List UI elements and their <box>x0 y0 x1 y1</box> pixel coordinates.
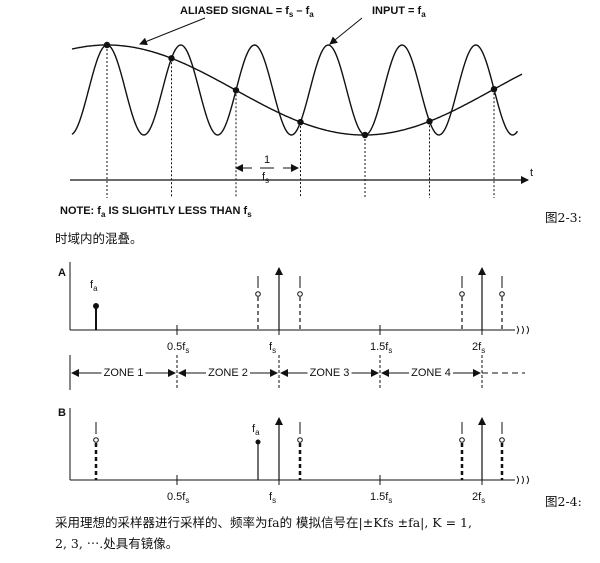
aliased-signal <box>71 44 523 136</box>
subscript: s <box>185 346 189 355</box>
text-run: 0.5f <box>167 491 186 503</box>
text-run: f <box>269 341 273 353</box>
image-dot <box>255 291 261 297</box>
text-run: – f <box>293 5 309 17</box>
fa-label: fa <box>90 279 98 293</box>
subscript: a <box>421 10 426 19</box>
break <box>516 325 529 335</box>
text-run: IS SLIGHTLY LESS THAN f <box>105 205 247 217</box>
tick-label: fs <box>269 341 276 355</box>
alias-pointer <box>139 17 206 46</box>
zone-label: ZONE 1 <box>104 367 144 379</box>
subscript: s <box>289 10 294 19</box>
interval-numerator: 1 <box>264 154 270 166</box>
sample-dot <box>361 131 369 139</box>
aliased-label: ALIASED SIGNAL = fs – fa <box>180 5 314 19</box>
text-run: ALIASED SIGNAL = f <box>180 5 289 17</box>
interval-denominator: fs <box>262 171 269 185</box>
panel-label: A <box>58 267 66 279</box>
tick-label: fs <box>269 491 276 505</box>
text-run: INPUT = f <box>372 5 422 17</box>
text-run: f <box>252 423 256 435</box>
text-run: NOTE: f <box>60 205 101 217</box>
input-signal <box>71 44 519 136</box>
subscript: s <box>388 346 392 355</box>
sample-dot <box>168 55 175 62</box>
figure-1 <box>70 17 529 198</box>
sample-dot <box>103 41 111 49</box>
zone-label: ZONE 4 <box>411 367 451 379</box>
image-dot <box>459 291 465 297</box>
subscript: a <box>255 428 260 437</box>
subscript: s <box>272 346 276 355</box>
image-dot <box>459 437 465 443</box>
text-run: 1.5f <box>370 341 389 353</box>
caption-number: 图2-3: <box>545 210 582 225</box>
tick-label: 2fs <box>472 341 485 355</box>
subscript: a <box>93 284 98 293</box>
break <box>516 475 529 485</box>
image-dot <box>297 291 303 297</box>
image-dot <box>93 437 99 443</box>
tick-label: 2fs <box>472 491 485 505</box>
spectrum-lines <box>69 267 529 485</box>
zone-label: ZONE 3 <box>310 367 350 379</box>
subscript: s <box>247 210 252 219</box>
image-dot <box>499 291 505 297</box>
subscript: a <box>101 210 106 219</box>
text-run: 0.5f <box>167 341 186 353</box>
image-dot <box>499 437 505 443</box>
image-dot <box>297 437 303 443</box>
note: NOTE: fa IS SLIGHTLY LESS THAN fs <box>60 205 252 219</box>
zone-label: ZONE 2 <box>208 367 248 379</box>
caption-text: 采用理想的采样器进行采样的、频率为fa的 模拟信号在|±Kfs ±fa|, K … <box>55 515 472 530</box>
axis-label: t <box>530 167 533 179</box>
subscript: s <box>388 496 392 505</box>
sample-points <box>103 41 498 198</box>
subscript: s <box>185 496 189 505</box>
text-run: f <box>90 279 94 291</box>
input-label: INPUT = fa <box>372 5 426 19</box>
fa-dot <box>255 439 261 445</box>
subscript: s <box>265 176 269 185</box>
subscript: s <box>272 496 276 505</box>
tick-label: 0.5fs <box>167 341 189 355</box>
tick-label: 1.5fs <box>370 491 392 505</box>
fa-dot <box>93 303 99 309</box>
text-run: 1.5f <box>370 491 389 503</box>
text-run: f <box>262 171 266 183</box>
subscript: s <box>481 496 485 505</box>
tick-label: 0.5fs <box>167 491 189 505</box>
figure-2 <box>69 262 529 485</box>
sample-dot <box>426 118 433 125</box>
sample-dot <box>297 118 304 126</box>
caption-text: 2, 3, ⋯.处具有镜像。 <box>55 536 178 551</box>
panel-label: B <box>58 407 66 419</box>
input-pointer <box>329 17 363 45</box>
text-run: f <box>269 491 273 503</box>
fa-label: fa <box>252 423 260 437</box>
tick-label: 1.5fs <box>370 341 392 355</box>
text-run: 2f <box>472 491 482 503</box>
caption-text: 时域内的混叠。 <box>55 231 143 246</box>
sample-dot <box>490 85 498 93</box>
subscript: a <box>309 10 314 19</box>
caption-number: 图2-4: <box>545 494 582 509</box>
subscript: s <box>481 346 485 355</box>
sample-dot <box>232 87 240 94</box>
text-run: 2f <box>472 341 482 353</box>
